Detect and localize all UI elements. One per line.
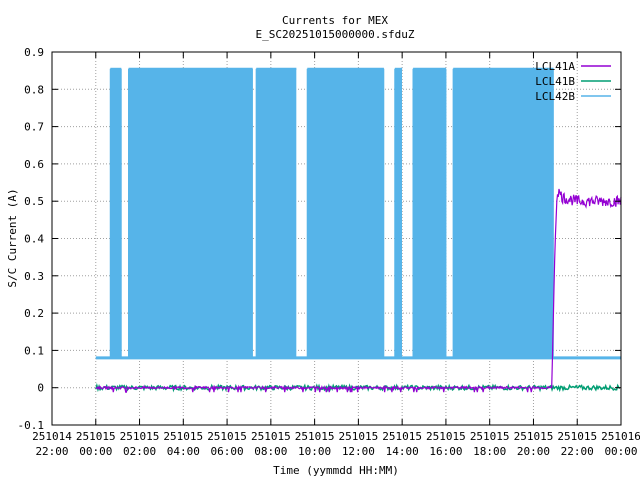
x-tick-date: 251015 [470,430,510,443]
x-tick-time: 04:00 [167,445,200,458]
x-tick-time: 22:00 [561,445,594,458]
y-tick-label: 0.5 [24,195,44,208]
x-tick-date: 251015 [339,430,379,443]
y-tick-label: -0.1 [18,419,45,432]
x-tick-date: 251015 [295,430,335,443]
x-tick-date: 251015 [76,430,116,443]
x-tick-time: 02:00 [123,445,156,458]
y-tick-label: 0.9 [24,46,44,59]
x-tick-time: 08:00 [254,445,287,458]
y-axis-label: S/C Current (A) [6,188,19,287]
x-tick-time: 00:00 [79,445,112,458]
x-tick-date: 251015 [163,430,203,443]
x-tick-time: 20:00 [517,445,550,458]
x-tick-date: 251015 [207,430,247,443]
y-tick-label: 0.3 [24,270,44,283]
chart-title: Currents for MEX [282,14,388,27]
chart-subtitle: E_SC20251015000000.sfduZ [256,28,415,41]
series-layer [95,67,622,393]
series-lcl42b [95,67,621,360]
x-tick-time: 18:00 [473,445,506,458]
series-lcl41a [95,188,622,393]
series-lcl42b-switching [255,68,297,358]
x-tick-time: 06:00 [211,445,244,458]
x-tick-date: 251015 [557,430,597,443]
x-tick-time: 10:00 [298,445,331,458]
legend: LCL41A LCL41B LCL42B [535,60,611,103]
y-tick-label: 0.1 [24,344,44,357]
x-tick-date: 251015 [120,430,160,443]
series-lcl42b-switching [412,68,447,358]
x-tick-date: 251015 [426,430,466,443]
series-lcl42b-switching [306,68,385,358]
axis-ticks: -0.1 0 0.1 0.2 0.3 0.4 0.5 0.6 0.7 0.8 0.9 251014 22… [18,46,640,458]
y-tick-label: 0.7 [24,121,44,134]
series-lcl41a-line [95,188,622,393]
x-tick-date: 251015 [382,430,422,443]
y-tick-label: 0 [37,382,44,395]
legend-label: LCL42B [535,90,575,103]
x-tick-date: 251016 [601,430,640,443]
y-tick-label: 0.6 [24,158,44,171]
y-tick-label: 0.4 [24,233,44,246]
y-tick-label: 0.2 [24,307,44,320]
series-lcl42b-switching [128,68,253,358]
x-tick-date: 251014 [32,430,72,443]
x-tick-time: 22:00 [35,445,68,458]
y-tick-label: 0.8 [24,83,44,96]
x-tick-time: 16:00 [429,445,462,458]
x-tick-time: 00:00 [604,445,637,458]
x-axis-label: Time (yymmdd HH:MM) [273,464,399,477]
x-tick-date: 251015 [514,430,554,443]
legend-label: LCL41B [535,75,575,88]
x-tick-time: 14:00 [386,445,419,458]
series-lcl42b-switching [109,68,122,358]
x-tick-time: 12:00 [342,445,375,458]
series-lcl42b-switching [452,68,554,358]
legend-label: LCL41A [535,60,575,73]
series-lcl42b-switching [394,68,402,358]
x-tick-date: 251015 [251,430,291,443]
